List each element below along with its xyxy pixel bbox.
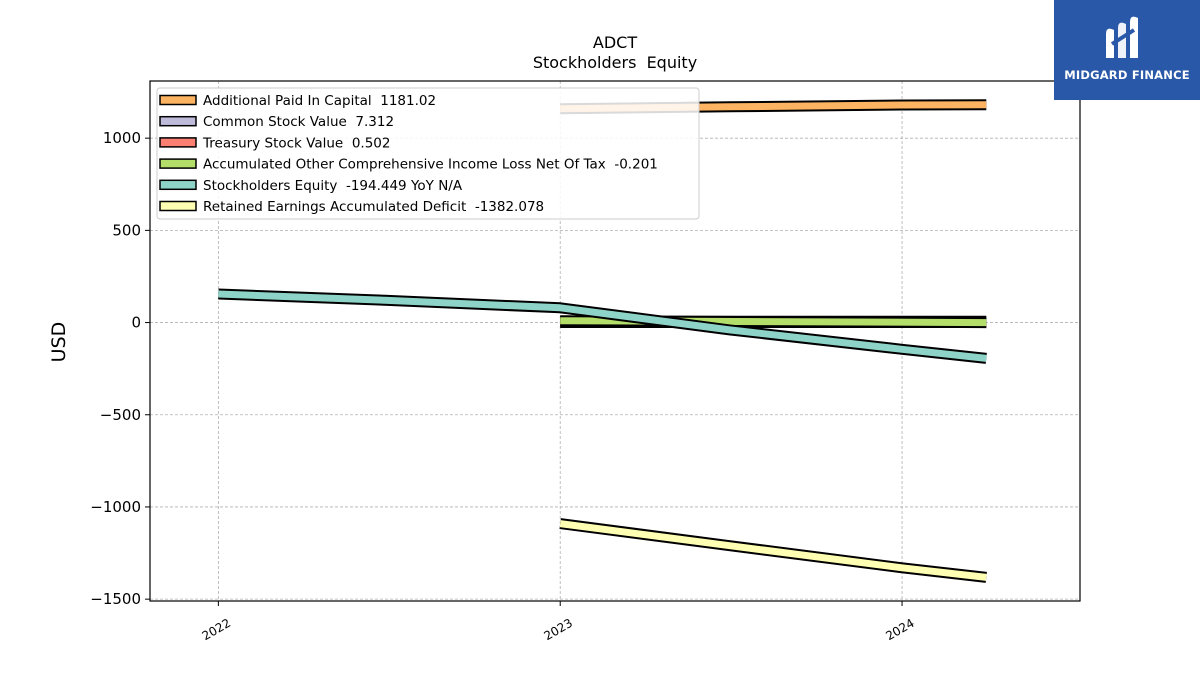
legend-label: Accumulated Other Comprehensive Income L…: [203, 157, 658, 173]
x-tick-label: 2024: [883, 616, 916, 643]
legend-item: Stockholders Equity -194.449 YoY N/A: [159, 178, 463, 194]
chart-subtitle: Stockholders Equity: [533, 53, 697, 72]
legend-label: Additional Paid In Capital 1181.02: [203, 93, 436, 109]
legend-swatch: [159, 94, 197, 106]
legend: Additional Paid In Capital 1181.02 Common…: [156, 87, 700, 220]
x-tick-label: 2023: [541, 616, 574, 643]
y-tick-label: −1000: [90, 498, 141, 516]
legend-item: Accumulated Other Comprehensive Income L…: [159, 157, 658, 173]
legend-item: Retained Earnings Accumulated Deficit -1…: [159, 199, 544, 215]
legend-swatch: [159, 200, 197, 212]
legend-item: Additional Paid In Capital 1181.02: [159, 93, 436, 109]
midgard-logo-icon: [1106, 16, 1138, 59]
y-tick-label: 0: [131, 314, 141, 332]
series-core: [559, 520, 987, 581]
legend-item: Treasury Stock Value 0.502: [159, 135, 390, 151]
legend-swatch: [159, 179, 197, 191]
legend-label: Common Stock Value 7.312: [203, 114, 394, 130]
legend-swatch: [159, 158, 197, 169]
y-tick-label: −500: [100, 406, 141, 424]
plot-frame: [149, 80, 1081, 602]
series-line: [559, 518, 987, 583]
series-line: [218, 288, 987, 364]
legend-item: Common Stock Value 7.312: [159, 114, 394, 130]
legend-swatch: [159, 115, 197, 127]
x-tick-label: 2022: [200, 616, 233, 643]
y-tick-label: 500: [112, 221, 141, 239]
legend-label: Treasury Stock Value 0.502: [202, 135, 390, 151]
legend-label: Stockholders Equity -194.449 YoY N/A: [203, 178, 463, 194]
midgard-finance-logo: MIDGARD FINANCE: [1054, 0, 1200, 100]
legend-label: Retained Earnings Accumulated Deficit -1…: [203, 199, 544, 215]
y-tick-label: −1500: [90, 590, 141, 608]
y-tick-label: 1000: [103, 129, 141, 147]
series-layer: [218, 99, 987, 583]
legend-box: [156, 87, 700, 220]
logo-text: MIDGARD FINANCE: [1064, 68, 1190, 82]
chart-title: ADCT: [593, 33, 637, 52]
series-core: [218, 290, 987, 362]
y-axis-label: USD: [48, 322, 70, 363]
legend-swatch: [159, 137, 197, 148]
